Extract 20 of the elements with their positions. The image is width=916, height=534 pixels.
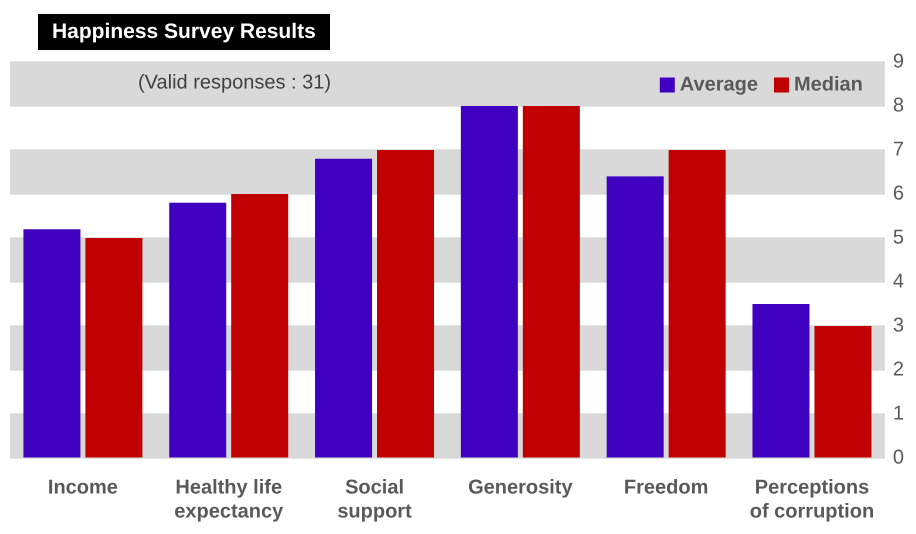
y-tick-label: 5	[892, 226, 904, 249]
y-tick-label: 6	[892, 182, 904, 205]
chart-title: Happiness Survey Results	[38, 14, 330, 50]
legend-label: Median	[794, 74, 863, 96]
y-tick-label: 2	[892, 358, 904, 381]
y-tick-label: 1	[892, 402, 904, 425]
y-tick-label: 4	[892, 270, 904, 293]
x-tick-label: Perceptions of corruption	[750, 476, 874, 523]
y-tick-label: 8	[892, 94, 904, 117]
x-tick-label: Healthy life expectancy	[174, 476, 284, 523]
x-tick-label: Freedom	[624, 476, 708, 499]
y-tick-label: 0	[892, 446, 904, 469]
x-tick-label: Generosity	[468, 476, 574, 499]
x-tick-label: Income	[48, 476, 118, 499]
y-tick-label: 3	[892, 314, 904, 337]
y-tick-label: 7	[892, 138, 904, 161]
y-tick-label: 9	[892, 50, 904, 73]
legend-label: Average	[680, 74, 758, 96]
x-tick-label: Social support	[337, 476, 412, 523]
annotation: (Valid responses : 31)	[138, 72, 332, 94]
